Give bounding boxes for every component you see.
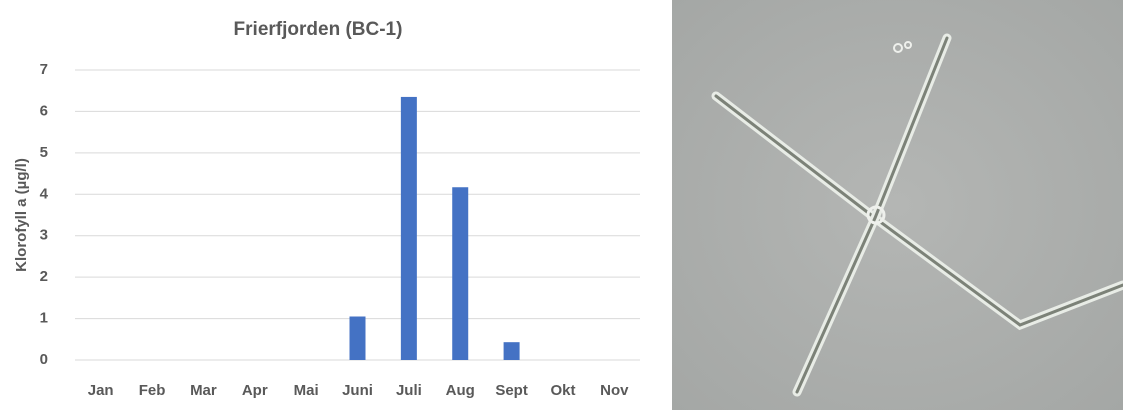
x-tick-label: Juni xyxy=(342,382,373,399)
x-tick-label: Nov xyxy=(600,382,629,399)
x-tick-label: Feb xyxy=(139,382,166,399)
y-tick-label: 1 xyxy=(40,310,48,327)
chart-title: Frierfjorden (BC-1) xyxy=(234,19,403,40)
y-tick-label: 4 xyxy=(40,185,49,202)
x-tick-label: Apr xyxy=(242,382,268,399)
bar xyxy=(400,96,417,360)
microscope-photo xyxy=(672,0,1123,410)
bar xyxy=(349,316,366,360)
x-tick-label: Mar xyxy=(190,382,217,399)
y-tick-label: 5 xyxy=(40,144,48,161)
x-tick-label: Sept xyxy=(495,382,528,399)
y-tick-label: 3 xyxy=(40,227,48,244)
y-tick-label: 7 xyxy=(40,61,48,78)
bar xyxy=(452,187,469,360)
bar xyxy=(503,342,520,360)
y-tick-label: 6 xyxy=(40,102,48,119)
x-tick-label: Mai xyxy=(294,382,319,399)
y-tick-label: 0 xyxy=(40,351,48,368)
x-tick-label: Okt xyxy=(550,382,575,399)
x-tick-label: Aug xyxy=(446,382,475,399)
y-tick-label: 2 xyxy=(40,268,48,285)
y-axis-label: Klorofyll a (µg/l) xyxy=(13,158,30,272)
x-tick-label: Juli xyxy=(396,382,422,399)
x-tick-label: Jan xyxy=(88,382,114,399)
